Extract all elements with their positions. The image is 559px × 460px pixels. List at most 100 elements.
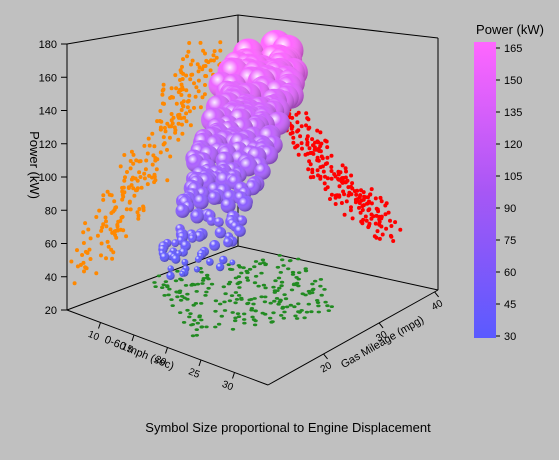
red-point (306, 117, 311, 122)
orange-point (162, 141, 167, 146)
green-point (241, 266, 246, 270)
green-point (178, 277, 183, 281)
green-point (247, 267, 253, 271)
bubble-shading (220, 198, 236, 214)
orange-point (83, 249, 88, 254)
green-point (167, 287, 172, 291)
orange-point (176, 137, 181, 142)
green-point (273, 279, 278, 283)
orange-point (181, 57, 185, 62)
green-point (218, 302, 223, 306)
orange-point (158, 127, 163, 132)
orange-point (196, 78, 201, 83)
green-point (289, 288, 295, 292)
green-point (259, 271, 264, 275)
green-point (278, 271, 283, 274)
red-point (299, 141, 304, 146)
y-axis-ticks: 20 30 40 (319, 291, 445, 375)
green-point (318, 278, 324, 281)
green-point (234, 298, 240, 301)
green-point (309, 310, 314, 314)
green-point (252, 281, 258, 285)
orange-point (184, 111, 189, 116)
green-point (277, 286, 282, 290)
green-point (272, 291, 277, 294)
orange-point (177, 112, 182, 117)
green-point (242, 321, 247, 325)
green-point (296, 302, 301, 306)
green-point (280, 258, 285, 262)
green-point (316, 304, 321, 308)
z-tick-label: 140 (39, 106, 57, 118)
orange-point (118, 227, 123, 232)
red-point (325, 161, 329, 166)
green-point (245, 302, 250, 306)
green-point (226, 282, 232, 286)
red-point (316, 140, 321, 145)
green-point (313, 279, 318, 283)
orange-point (211, 58, 216, 63)
orange-point (160, 92, 165, 97)
orange-point (201, 48, 206, 53)
red-point (350, 216, 355, 221)
x-tick-label: 15 (120, 341, 135, 356)
green-point (303, 267, 308, 271)
bubble-shading (209, 240, 221, 251)
orange-point (168, 154, 173, 159)
orange-point (208, 68, 213, 73)
orange-point (150, 175, 154, 180)
orange-point (88, 236, 93, 241)
green-point (302, 316, 307, 320)
green-point (223, 292, 228, 296)
orange-point (168, 96, 173, 100)
orange-point (112, 199, 117, 204)
orange-point (198, 40, 203, 45)
green-point (249, 308, 254, 312)
red-point (304, 123, 308, 128)
orange-point (181, 99, 186, 104)
red-point (328, 197, 332, 201)
green-point (166, 293, 171, 297)
colorbar-tick-label: 60 (504, 267, 516, 279)
orange-point (163, 129, 168, 134)
green-point (216, 322, 222, 326)
red-point (329, 165, 334, 169)
colorbar-tick-label: 135 (504, 107, 522, 119)
orange-point (218, 48, 223, 53)
green-point (209, 282, 215, 286)
green-point (185, 308, 190, 312)
green-point (315, 301, 321, 304)
red-point (333, 202, 338, 206)
green-point (201, 277, 206, 280)
green-point (233, 316, 238, 320)
red-point (377, 236, 382, 241)
green-point (190, 334, 196, 338)
green-point (203, 294, 208, 297)
green-point (187, 315, 192, 319)
bubble-shading (190, 210, 204, 224)
green-point (325, 304, 330, 308)
orange-point (133, 176, 138, 181)
orange-point (182, 115, 187, 120)
orange-point (172, 125, 177, 130)
green-point (191, 303, 196, 307)
orange-point (136, 213, 141, 218)
red-point (322, 181, 327, 186)
green-point (290, 273, 296, 276)
orange-point (126, 186, 131, 190)
colorbar-tick-label: 30 (504, 331, 516, 343)
orange-point (180, 122, 184, 127)
bubble-shading (223, 237, 234, 248)
green-point (306, 302, 311, 306)
orange-point (200, 67, 205, 72)
red-point (368, 192, 373, 197)
orange-point (82, 269, 86, 274)
green-point (233, 301, 238, 305)
green-point (162, 294, 167, 297)
projection-accel-vs-mileage (152, 254, 334, 338)
green-point (318, 284, 323, 288)
red-point (294, 112, 299, 117)
red-point (329, 153, 334, 158)
y-tick-mark (323, 353, 328, 360)
orange-point (131, 152, 136, 157)
